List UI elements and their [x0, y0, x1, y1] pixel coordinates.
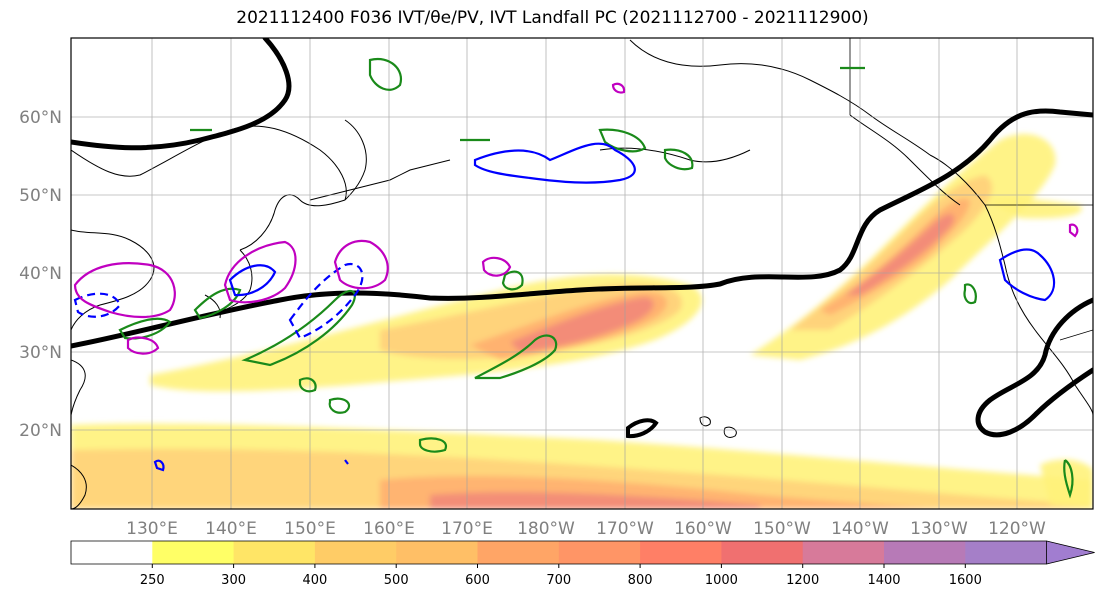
- colorbar-tick-label: 1400: [867, 573, 900, 588]
- pv-positive-contours: [73, 142, 1056, 472]
- lon-tick-label: 130°W: [910, 519, 968, 539]
- lon-tick-label: 170°W: [596, 519, 654, 539]
- colorbar-segment: [71, 541, 153, 564]
- lon-tick-label: 130°E: [126, 519, 178, 539]
- ivt-shading: [71, 134, 1093, 509]
- colorbar-tick-label: 300: [221, 573, 246, 588]
- colorbar-segment: [640, 541, 722, 564]
- lat-tick-label: 20°N: [19, 421, 62, 441]
- lon-tick-label: 180°W: [517, 519, 575, 539]
- colorbar-segment: [558, 541, 641, 564]
- longitude-axis: 130°E 140°E 150°E 160°E 170°E 180°W 170°…: [126, 519, 1046, 539]
- theta-e-contours: [71, 38, 1093, 439]
- colorbar-tick-label: 400: [302, 573, 327, 588]
- lon-tick-label: 140°E: [205, 519, 257, 539]
- colorbar-labels: 250 300 400 500 600 700 800 1000 1200 1400 1600: [140, 564, 982, 588]
- colorbar-tick-label: 800: [628, 573, 653, 588]
- colorbar-tick-label: 600: [465, 573, 490, 588]
- lon-tick-label: 160°E: [363, 519, 415, 539]
- colorbar-segment: [721, 541, 804, 564]
- colorbar-segment: [965, 541, 1048, 564]
- colorbar-segment: [884, 541, 966, 564]
- colorbar-segment: [233, 541, 316, 564]
- lon-tick-label: 120°W: [988, 519, 1046, 539]
- colorbar-segment: [152, 541, 235, 564]
- colorbar-tick-label: 500: [384, 573, 409, 588]
- lat-tick-label: 30°N: [19, 343, 62, 363]
- lon-tick-label: 150°W: [753, 519, 811, 539]
- colorbar-segment: [396, 541, 478, 564]
- colorbar-segment: [477, 541, 560, 564]
- map-title: 2021112400 F036 IVT/θe/PV, IVT Landfall …: [236, 8, 869, 28]
- lon-tick-label: 170°E: [441, 519, 493, 539]
- lon-tick-label: 150°E: [284, 519, 336, 539]
- map-border: [70, 37, 1094, 510]
- latitude-axis: 60°N 50°N 40°N 30°N 20°N: [19, 108, 62, 441]
- colorbar: [70, 540, 1095, 565]
- lat-tick-label: 60°N: [19, 108, 62, 128]
- landfall-pc-contours: [73, 82, 1079, 355]
- lat-tick-label: 50°N: [19, 186, 62, 206]
- colorbar-tick-label: 1200: [786, 573, 819, 588]
- colorbar-tick-label: 1600: [949, 573, 982, 588]
- colorbar-tick-label: 1000: [705, 573, 738, 588]
- lat-tick-label: 40°N: [19, 264, 62, 284]
- lon-tick-label: 140°W: [831, 519, 889, 539]
- colorbar-segment: [314, 541, 397, 564]
- colorbar-extend-arrow: [1046, 540, 1095, 565]
- colorbar-tick-label: 250: [140, 573, 165, 588]
- colorbar-tick-label: 700: [546, 573, 571, 588]
- lon-tick-label: 160°W: [674, 519, 732, 539]
- colorbar-segment: [802, 541, 885, 564]
